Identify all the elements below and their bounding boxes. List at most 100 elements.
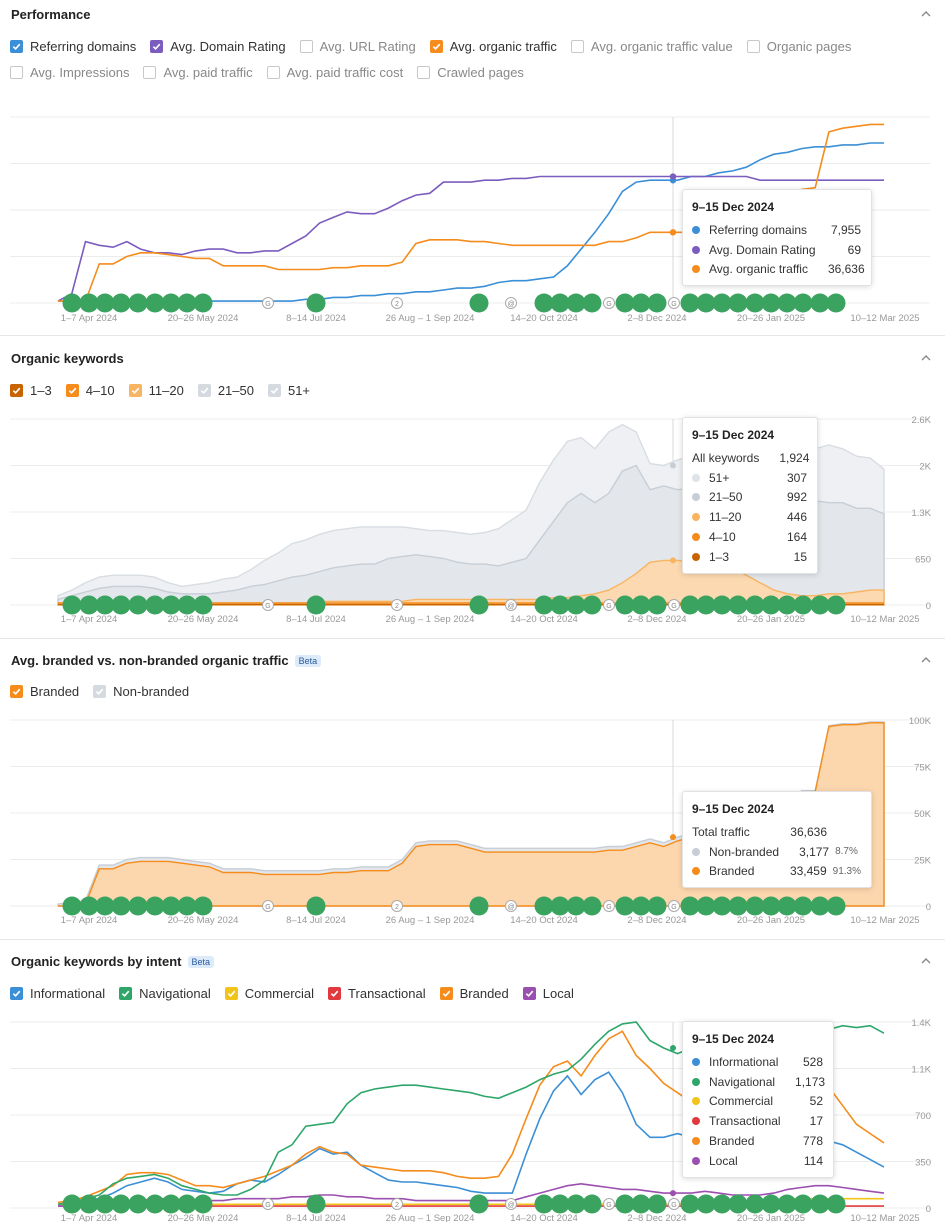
- checkbox-icon[interactable]: [10, 684, 23, 698]
- event-marker-icon[interactable]: [95, 293, 115, 313]
- event-marker-icon[interactable]: [631, 1194, 651, 1214]
- event-marker-icon[interactable]: [62, 896, 82, 916]
- checkbox-icon[interactable]: [429, 39, 443, 53]
- event-marker-icon[interactable]: [469, 896, 489, 916]
- event-marker-icon[interactable]: [647, 293, 667, 313]
- event-marker-icon[interactable]: [728, 896, 748, 916]
- annotation-marker-icon[interactable]: G: [668, 297, 680, 309]
- event-marker-icon[interactable]: [161, 1194, 181, 1214]
- event-marker-icon[interactable]: [582, 1194, 602, 1214]
- event-marker-icon[interactable]: [777, 1194, 797, 1214]
- event-marker-icon[interactable]: [534, 595, 554, 615]
- event-marker-icon[interactable]: [534, 1194, 554, 1214]
- checkbox-icon[interactable]: [439, 986, 453, 1000]
- event-marker-icon[interactable]: [712, 293, 732, 313]
- annotation-marker-icon[interactable]: G: [603, 599, 615, 611]
- checkbox-1-3[interactable]: 1–3: [10, 383, 52, 398]
- checkbox-navigational[interactable]: Navigational: [119, 986, 211, 1001]
- checkbox-avg-organic-traffic[interactable]: Avg. organic traffic: [429, 39, 557, 54]
- annotation-marker-icon[interactable]: @: [505, 1198, 517, 1210]
- checkbox-11-20[interactable]: 11–20: [128, 383, 184, 398]
- event-marker-icon[interactable]: [615, 896, 635, 916]
- event-marker-icon[interactable]: [696, 896, 716, 916]
- event-marker-icon[interactable]: [534, 293, 554, 313]
- event-marker-icon[interactable]: [566, 1194, 586, 1214]
- checkbox-referring-domains[interactable]: Referring domains: [10, 39, 136, 54]
- checkbox-avg-domain-rating[interactable]: Avg. Domain Rating: [150, 39, 286, 54]
- performance-chart[interactable]: G 2 @ G G 1–7 Apr 2024 20–26 May 2024 8–14 Jul …: [0, 100, 945, 328]
- checkbox-icon[interactable]: [10, 39, 23, 53]
- event-marker-icon[interactable]: [95, 595, 115, 615]
- event-marker-icon[interactable]: [712, 896, 732, 916]
- checkbox-icon[interactable]: [299, 39, 313, 53]
- event-marker-icon[interactable]: [582, 896, 602, 916]
- event-marker-icon[interactable]: [145, 595, 165, 615]
- checkbox-icon[interactable]: [570, 39, 584, 53]
- event-marker-icon[interactable]: [79, 1194, 99, 1214]
- event-marker-icon[interactable]: [95, 1194, 115, 1214]
- event-marker-icon[interactable]: [79, 293, 99, 313]
- event-marker-icon[interactable]: [647, 896, 667, 916]
- checkbox-icon[interactable]: [10, 65, 23, 79]
- annotation-marker-icon[interactable]: G: [668, 1198, 680, 1210]
- annotation-marker-icon[interactable]: @: [505, 900, 517, 912]
- checkbox-icon[interactable]: [143, 65, 157, 79]
- event-marker-icon[interactable]: [469, 1194, 489, 1214]
- annotation-marker-icon[interactable]: 2: [391, 297, 403, 309]
- annotation-marker-icon[interactable]: G: [262, 599, 274, 611]
- event-marker-icon[interactable]: [566, 293, 586, 313]
- event-marker-icon[interactable]: [177, 293, 197, 313]
- event-marker-icon[interactable]: [306, 595, 326, 615]
- event-marker-icon[interactable]: [777, 293, 797, 313]
- checkbox-avg-paid-traffic[interactable]: Avg. paid traffic: [143, 65, 253, 80]
- checkbox-icon[interactable]: [119, 986, 133, 1000]
- annotation-marker-icon[interactable]: G: [668, 599, 680, 611]
- event-marker-icon[interactable]: [128, 896, 148, 916]
- checkbox-avg-paid-traffic-cost[interactable]: Avg. paid traffic cost: [266, 65, 403, 80]
- event-marker-icon[interactable]: [615, 595, 635, 615]
- event-marker-icon[interactable]: [193, 1194, 213, 1214]
- event-marker-icon[interactable]: [745, 293, 765, 313]
- event-marker-icon[interactable]: [128, 595, 148, 615]
- event-marker-icon[interactable]: [550, 595, 570, 615]
- event-marker-icon[interactable]: [161, 293, 181, 313]
- event-marker-icon[interactable]: [306, 293, 326, 313]
- event-marker-icon[interactable]: [680, 595, 700, 615]
- checkbox-icon[interactable]: [128, 383, 142, 397]
- event-marker-icon[interactable]: [745, 1194, 765, 1214]
- event-marker-icon[interactable]: [469, 293, 489, 313]
- event-marker-icon[interactable]: [745, 896, 765, 916]
- event-marker-icon[interactable]: [696, 1194, 716, 1214]
- checkbox-icon[interactable]: [93, 684, 107, 698]
- annotation-marker-icon[interactable]: 2: [391, 599, 403, 611]
- organic-keywords-chart[interactable]: 2.6K 2K 1.3K 650 0 G 2 @ G G 1–7 Apr 2024 20–26 May…: [0, 414, 945, 634]
- event-marker-icon[interactable]: [145, 1194, 165, 1214]
- event-marker-icon[interactable]: [810, 1194, 830, 1214]
- annotation-marker-icon[interactable]: G: [668, 900, 680, 912]
- event-marker-icon[interactable]: [550, 1194, 570, 1214]
- event-marker-icon[interactable]: [534, 896, 554, 916]
- event-marker-icon[interactable]: [696, 595, 716, 615]
- event-marker-icon[interactable]: [566, 896, 586, 916]
- checkbox-icon[interactable]: [746, 39, 760, 53]
- event-marker-icon[interactable]: [680, 293, 700, 313]
- event-marker-icon[interactable]: [810, 293, 830, 313]
- checkbox-icon[interactable]: [10, 383, 23, 397]
- event-marker-icon[interactable]: [128, 293, 148, 313]
- checkbox-icon[interactable]: [150, 39, 164, 53]
- checkbox-local[interactable]: Local: [522, 986, 574, 1001]
- collapse-chevron-icon[interactable]: [921, 353, 931, 363]
- checkbox-avg-url-rating[interactable]: Avg. URL Rating: [299, 39, 416, 54]
- event-marker-icon[interactable]: [793, 595, 813, 615]
- checkbox-51[interactable]: 51+: [267, 383, 310, 398]
- event-marker-icon[interactable]: [728, 1194, 748, 1214]
- event-marker-icon[interactable]: [550, 896, 570, 916]
- domain-rating-line[interactable]: [57, 175, 884, 302]
- event-marker-icon[interactable]: [761, 1194, 781, 1214]
- event-marker-icon[interactable]: [62, 1194, 82, 1214]
- checkbox-icon[interactable]: [417, 65, 431, 79]
- checkbox-4-10[interactable]: 4–10: [65, 383, 115, 398]
- event-marker-icon[interactable]: [79, 896, 99, 916]
- event-marker-icon[interactable]: [582, 595, 602, 615]
- event-marker-icon[interactable]: [582, 293, 602, 313]
